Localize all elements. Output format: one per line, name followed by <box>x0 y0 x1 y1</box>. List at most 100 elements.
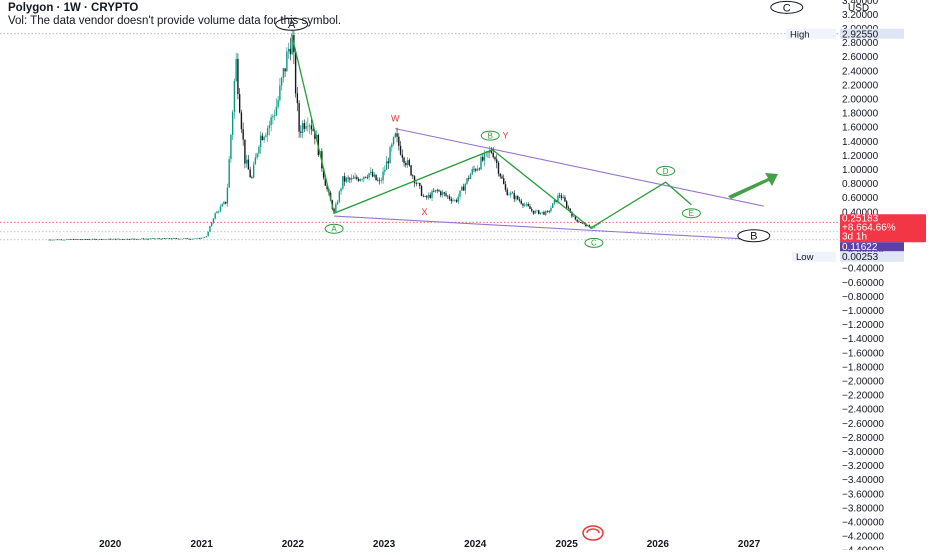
wave-label-b-major-circle <box>737 229 771 243</box>
candle-body <box>494 157 496 160</box>
candle-body <box>385 161 388 170</box>
candle-body <box>210 222 213 227</box>
candle-body <box>433 191 435 192</box>
price-axis-panel[interactable] <box>840 0 932 550</box>
candle-body <box>258 146 260 154</box>
high-value-tag <box>840 28 904 39</box>
y-tick-label: 1.40000 <box>842 137 879 148</box>
candle-body <box>158 238 160 240</box>
candle-body <box>72 239 75 240</box>
y-tick-label: −1.20000 <box>842 320 884 331</box>
candle-body <box>127 238 129 240</box>
elliott-wave-path[interactable] <box>290 33 692 229</box>
candle-body <box>298 103 300 132</box>
candle-body <box>247 159 250 170</box>
candle-body <box>128 239 131 240</box>
candle-body <box>249 169 251 178</box>
candle-body <box>592 227 594 229</box>
candle-body <box>326 185 328 190</box>
y-tick-label: 2.80000 <box>842 38 879 49</box>
candle-body <box>74 239 76 240</box>
y-tick-label: 3.20000 <box>842 10 879 21</box>
wave-label-b-minor: B <box>488 132 493 141</box>
candle-body <box>113 238 115 240</box>
candle-body <box>277 100 279 107</box>
candle-body <box>216 211 218 214</box>
candle-body <box>440 191 442 196</box>
upper-trendline[interactable] <box>395 128 764 207</box>
candle-body <box>338 191 341 202</box>
candle-body <box>454 199 456 201</box>
candle-body <box>67 239 69 240</box>
candle-body <box>137 239 139 240</box>
y-tick-label: −4.00000 <box>842 518 884 529</box>
candle-body <box>142 238 145 240</box>
candle-body <box>191 238 194 240</box>
lower-trendline[interactable] <box>334 215 764 241</box>
high-value: 2.92550 <box>842 29 879 40</box>
candle-body <box>97 239 99 241</box>
candle-body <box>480 157 482 170</box>
candle-body <box>139 238 141 240</box>
y-tick-label: 1.00000 <box>842 165 879 176</box>
candle-body <box>475 169 477 171</box>
y-tick-label: −0.40000 <box>842 264 884 275</box>
candle-body <box>438 190 440 192</box>
candle-body <box>371 171 374 177</box>
chart-legend: Polygon · 1W · CRYPTO Vol: The data vend… <box>8 2 341 28</box>
candle-body <box>461 186 463 191</box>
candle-body <box>125 238 127 240</box>
candle-body <box>111 238 113 240</box>
candle-body <box>256 153 258 158</box>
prev-value: 0.11622 <box>842 242 878 253</box>
candle-body <box>501 176 503 179</box>
candle-body <box>413 176 416 184</box>
candle-body <box>471 169 473 175</box>
candle-body <box>550 207 552 212</box>
candle-body <box>558 195 561 197</box>
symbol-title[interactable]: Polygon · 1W · CRYPTO <box>8 2 139 14</box>
bar-countdown: 3d 1h <box>842 232 867 243</box>
candle-body <box>182 238 185 239</box>
candle-body <box>188 238 190 240</box>
candle-body <box>593 225 596 228</box>
candle-body <box>76 239 78 240</box>
candle-body <box>184 238 187 239</box>
candle-body <box>410 165 412 176</box>
candle-body <box>179 238 181 240</box>
candle-body <box>536 210 538 211</box>
candle-body <box>242 129 244 140</box>
candle-body <box>569 208 571 213</box>
candle-body <box>579 222 582 223</box>
x-tick-label: 2026 <box>647 539 670 550</box>
last-price-tag[interactable] <box>840 214 926 243</box>
high-tag-label: High <box>790 29 810 40</box>
x-tick-label: 2025 <box>556 539 579 550</box>
candle-body <box>499 173 501 177</box>
y-tick-label: −1.80000 <box>842 362 884 373</box>
y-tick-label: −3.20000 <box>842 461 884 472</box>
candle-body <box>468 178 470 180</box>
low-value: 0.00253 <box>842 252 879 263</box>
candle-body <box>71 239 73 240</box>
candle-body <box>146 238 148 240</box>
candle-body <box>572 216 575 217</box>
candle-body <box>557 195 559 203</box>
candle-body <box>162 238 164 240</box>
candle-body <box>578 221 580 223</box>
candle-body <box>120 239 122 240</box>
currency-label[interactable]: USD <box>848 3 869 14</box>
wave-leg-ab[interactable] <box>333 149 493 214</box>
candle-body <box>581 222 584 224</box>
high-tag <box>786 28 836 39</box>
candle-body <box>163 238 166 239</box>
candle-body <box>551 203 554 208</box>
candle-body <box>567 207 570 209</box>
y-tick-label: −2.40000 <box>842 405 884 416</box>
y-tick-label: −0.80000 <box>842 292 884 303</box>
candle-body <box>431 191 433 198</box>
candle-body <box>424 196 426 197</box>
candle-body <box>263 136 265 141</box>
